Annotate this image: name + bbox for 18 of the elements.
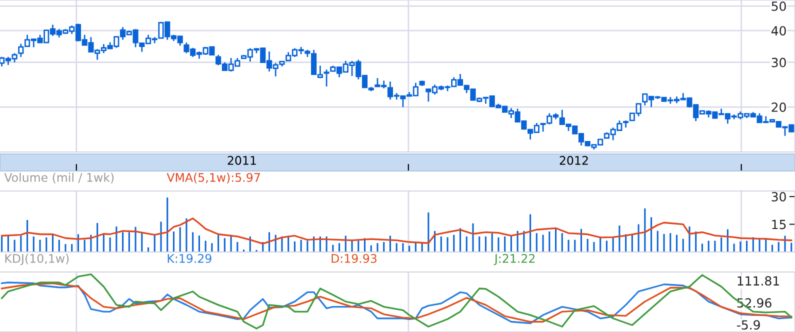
y-tick-label: 30 — [772, 58, 786, 68]
line-series — [0, 273, 792, 330]
text: D:19.93 — [332, 254, 376, 263]
y-tick-label: 20 — [772, 102, 786, 112]
x-tick-label: 2011 — [228, 156, 256, 165]
chart-title: KDJ(10,1w) — [5, 254, 69, 266]
y-tick-label: -5.9 — [737, 320, 760, 330]
text: J:21.22 — [494, 254, 535, 266]
text: VMA(5,1w):5.97 — [166, 172, 260, 184]
y-tick-label: 50 — [772, 1, 786, 11]
x-tick-label: 2012 — [560, 156, 588, 165]
chart-title: Volume (mil / 1wk) — [4, 172, 114, 184]
y-tick-label: 15 — [772, 220, 786, 230]
y-tick-label: 40 — [771, 26, 786, 36]
text: K:19.29 — [168, 254, 212, 263]
y-tick-label: 30 — [772, 192, 786, 202]
line-series — [0, 218, 792, 245]
y-tick-label: 111.81 — [738, 276, 779, 286]
